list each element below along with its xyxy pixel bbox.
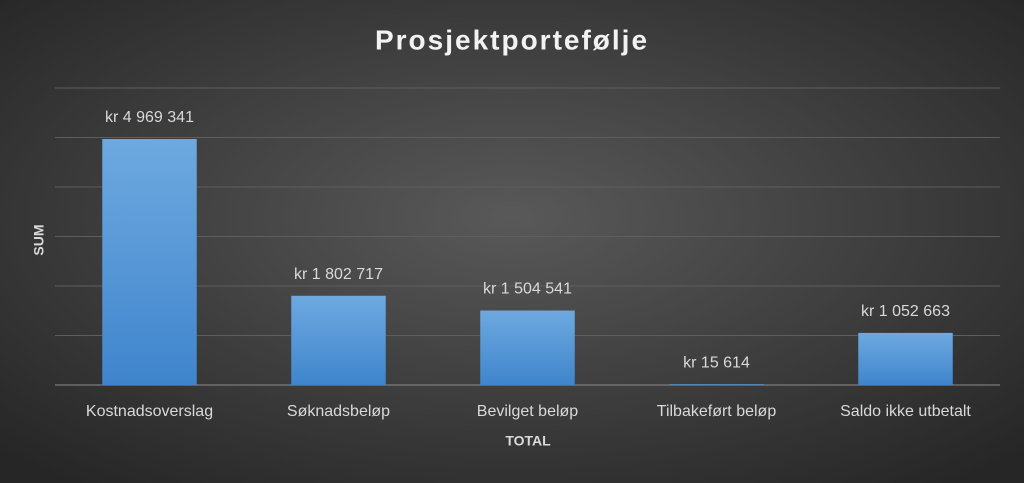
x-axis-label: TOTAL — [505, 433, 551, 449]
bar — [480, 310, 575, 385]
x-tick-label: Saldo ikke utbetalt — [840, 403, 971, 420]
data-label: kr 1 052 663 — [861, 303, 950, 320]
data-label: kr 4 969 341 — [105, 109, 194, 126]
x-tick-label: Tilbakeført beløp — [657, 403, 777, 420]
chart-title: Prosjektportefølje — [375, 24, 649, 55]
data-label: kr 1 802 717 — [294, 266, 383, 283]
x-tick-label: Bevilget beløp — [477, 403, 578, 420]
bar — [669, 384, 764, 385]
y-axis-label: SUM — [31, 224, 47, 255]
bar — [291, 295, 386, 385]
data-label: kr 1 504 541 — [483, 281, 572, 298]
bar — [858, 332, 953, 385]
bar — [102, 139, 197, 385]
x-tick-label: Kostnadsoverslag — [86, 403, 213, 420]
x-tick-label: Søknadsbeløp — [287, 403, 390, 420]
data-label: kr 15 614 — [683, 354, 750, 371]
